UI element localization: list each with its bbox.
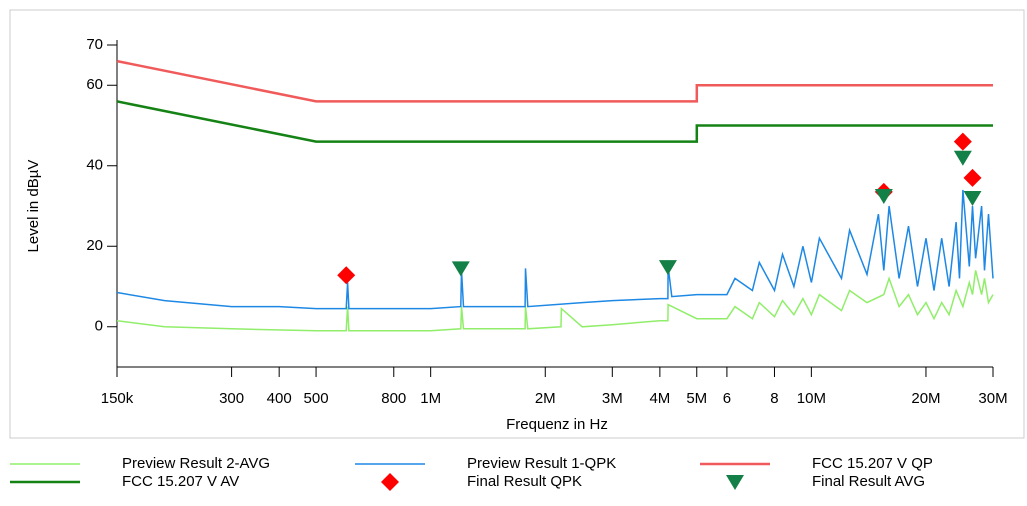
diamond-marker <box>953 132 972 151</box>
legend-label: Final Result AVG <box>812 473 925 490</box>
triangle-marker <box>953 150 972 166</box>
legend-label: FCC 15.207 V QP <box>812 455 933 472</box>
diamond-marker <box>337 266 356 285</box>
legend-label: Preview Result 1-QPK <box>467 455 616 472</box>
y-tick-label: 60 <box>86 76 103 93</box>
series-line <box>116 189 994 310</box>
triangle-marker <box>658 260 677 276</box>
x-tick-label: 4M <box>649 390 670 407</box>
triangle-marker <box>963 190 982 206</box>
triangle-marker <box>726 475 744 490</box>
frame <box>9 9 1025 439</box>
x-tick-label: 300 <box>219 390 244 407</box>
x-tick-label: 800 <box>381 390 406 407</box>
y-axis-label: Level in dBµV <box>25 160 42 253</box>
diamond-marker <box>381 473 399 491</box>
series-line <box>116 59 993 103</box>
triangle-marker <box>874 188 893 204</box>
x-tick-label: 30M <box>978 390 1007 407</box>
triangle-marker <box>451 261 470 277</box>
x-tick-label: 150k <box>101 390 134 407</box>
y-tick-label: 70 <box>86 36 103 53</box>
x-tick-label: 10M <box>797 390 826 407</box>
legend-label: Final Result QPK <box>467 473 582 490</box>
x-tick-label: 2M <box>535 390 556 407</box>
y-tick-label: 0 <box>95 318 103 335</box>
x-tick-label: 20M <box>911 390 940 407</box>
legend-label: FCC 15.207 V AV <box>122 473 239 490</box>
x-tick-label: 5M <box>686 390 707 407</box>
x-tick-label: 6 <box>723 390 731 407</box>
diamond-marker <box>963 168 982 187</box>
y-tick-label: 40 <box>86 157 103 174</box>
x-tick-label: 1M <box>420 390 441 407</box>
series-line <box>116 270 994 332</box>
x-tick-label: 8 <box>770 390 778 407</box>
series-line <box>116 100 993 143</box>
x-axis-label: Frequenz in Hz <box>506 416 608 433</box>
legend-label: Preview Result 2-AVG <box>122 455 270 472</box>
x-tick-label: 400 <box>267 390 292 407</box>
x-tick-label: 3M <box>602 390 623 407</box>
y-tick-label: 20 <box>86 237 103 254</box>
x-tick-label: 500 <box>304 390 329 407</box>
